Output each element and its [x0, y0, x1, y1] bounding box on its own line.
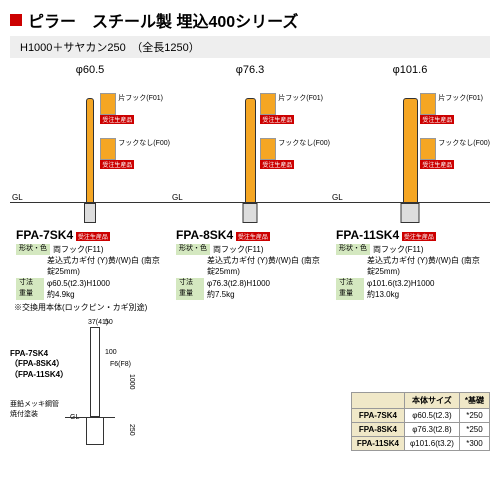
- diameter-label: φ76.3: [170, 64, 330, 76]
- diameter-label: φ60.5: [10, 64, 170, 76]
- pillar-illustration: GL 片フック(F01)受注生産品 フックなし(F00)受注生産品: [10, 78, 170, 228]
- order-badge: 受注生産品: [100, 160, 134, 169]
- variant-labels: 片フック(F01)受注生産品 フックなし(F00)受注生産品: [420, 93, 490, 183]
- pillar-base: [84, 203, 96, 223]
- exchange-note: ※交換用本体(ロックピン・カギ別途): [0, 300, 500, 315]
- pillar-illustration: GL 片フック(F01)受注生産品 フックなし(F00)受注生産品: [330, 78, 490, 228]
- pillar-body: [86, 98, 94, 203]
- header-marker: [10, 14, 22, 26]
- pillar-body: [403, 98, 418, 203]
- product-1: φ76.3 GL 片フック(F01)受注生産品 フックなし(F00)受注生産品: [170, 64, 330, 228]
- product-row: φ60.5 GL 片フック(F01)受注生産品 フックなし(F00)受注生産品 …: [0, 58, 500, 228]
- variant-thumb: [260, 138, 276, 160]
- variant-thumb: [260, 93, 276, 115]
- table-cell: φ60.5(t2.3): [404, 408, 459, 422]
- order-badge: 受注生産品: [420, 115, 454, 124]
- model-name: FPA-8SK4: [176, 228, 233, 242]
- order-badge: 受注生産品: [260, 115, 294, 124]
- diameter-label: φ101.6: [330, 64, 490, 76]
- material-label: 亜鉛メッキ鋼管 焼付塗装: [10, 399, 59, 419]
- size-table: 本体サイズ*基礎FPA-7SK4φ60.5(t2.3)*250FPA-8SK4φ…: [351, 392, 490, 451]
- table-cell: *250: [459, 408, 489, 422]
- pillar-base: [401, 203, 420, 223]
- model-1: FPA-8SK4 受注生産品 形状・色両フック(F11) 差込式カギ付 (Y)黄…: [170, 228, 330, 300]
- header: ピラー スチール製 埋込400シリーズ: [0, 0, 500, 36]
- order-badge: 受注生産品: [420, 160, 454, 169]
- table-cell: φ76.3(t2.8): [404, 422, 459, 436]
- variant-labels: 片フック(F01)受注生産品 フックなし(F00)受注生産品: [260, 93, 330, 183]
- product-0: φ60.5 GL 片フック(F01)受注生産品 フックなし(F00)受注生産品: [10, 64, 170, 228]
- model-name: FPA-11SK4: [336, 228, 399, 242]
- model-name: FPA-7SK4: [16, 228, 73, 242]
- subheader: H1000＋サヤカン250 （全長1250）: [10, 36, 490, 58]
- variant-thumb: [420, 93, 436, 115]
- page-title: ピラー スチール製 埋込400シリーズ: [28, 8, 298, 32]
- product-2: φ101.6 GL 片フック(F01)受注生産品 フックなし(F00)受注生産品: [330, 64, 490, 228]
- bottom-section: FPA-7SK4 （FPA-8SK4） （FPA-11SK4） 亜鉛メッキ鋼管 …: [0, 315, 500, 459]
- variant-thumb: [420, 138, 436, 160]
- table-cell: FPA-7SK4: [351, 408, 404, 422]
- variant-thumb: [100, 138, 116, 160]
- diagram-base: [86, 417, 104, 445]
- model-0: FPA-7SK4 受注生産品 形状・色両フック(F11) 差込式カギ付 (Y)黄…: [10, 228, 170, 300]
- technical-diagram: FPA-7SK4 （FPA-8SK4） （FPA-11SK4） 亜鉛メッキ鋼管 …: [10, 319, 272, 459]
- pillar-body: [245, 98, 256, 203]
- order-badge: 受注生産品: [76, 232, 110, 241]
- diagram-pillar: [90, 327, 100, 417]
- table-cell: φ101.6(t3.2): [404, 436, 459, 450]
- model-row: FPA-7SK4 受注生産品 形状・色両フック(F11) 差込式カギ付 (Y)黄…: [0, 228, 500, 300]
- pillar-illustration: GL 片フック(F01)受注生産品 フックなし(F00)受注生産品: [170, 78, 330, 228]
- order-badge: 受注生産品: [236, 232, 270, 241]
- order-badge: 受注生産品: [402, 232, 436, 241]
- order-badge: 受注生産品: [260, 160, 294, 169]
- table-cell: *250: [459, 422, 489, 436]
- variant-labels: 片フック(F01)受注生産品 フックなし(F00)受注生産品: [100, 93, 170, 183]
- variant-thumb: [100, 93, 116, 115]
- table-cell: FPA-11SK4: [351, 436, 404, 450]
- table-cell: FPA-8SK4: [351, 422, 404, 436]
- table-cell: *300: [459, 436, 489, 450]
- model-2: FPA-11SK4 受注生産品 形状・色両フック(F11) 差込式カギ付 (Y)…: [330, 228, 490, 300]
- size-table-wrap: 本体サイズ*基礎FPA-7SK4φ60.5(t2.3)*250FPA-8SK4φ…: [272, 319, 490, 459]
- pillar-base: [243, 203, 258, 223]
- order-badge: 受注生産品: [100, 115, 134, 124]
- replace-models: FPA-7SK4 （FPA-8SK4） （FPA-11SK4）: [10, 349, 68, 380]
